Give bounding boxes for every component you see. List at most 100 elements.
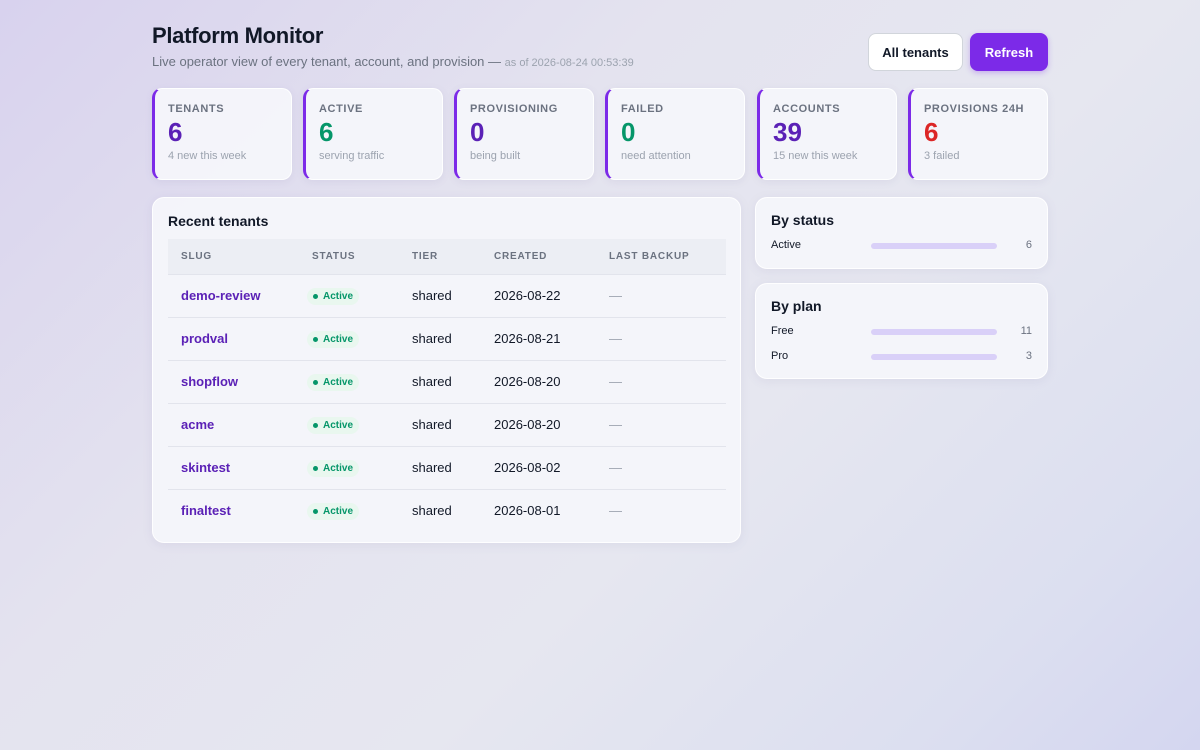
- row-count: 11: [1020, 325, 1032, 337]
- last-backup-cell: —: [596, 402, 726, 446]
- table-row[interactable]: demo-review Active shared 2026-08-22 —: [168, 273, 726, 317]
- tier-cell: shared: [399, 273, 481, 317]
- tier-cell: shared: [399, 488, 481, 532]
- status-breakdown-row: Active 6: [771, 233, 1032, 258]
- stat-value: 0: [621, 117, 636, 147]
- status-text: Active: [323, 462, 354, 474]
- stat-label: ACTIVE: [319, 103, 363, 115]
- row-count: 6: [1025, 239, 1032, 251]
- tenant-slug-link[interactable]: demo-review: [181, 288, 261, 303]
- all-tenants-button[interactable]: All tenants: [868, 33, 963, 71]
- table-row[interactable]: acme Active shared 2026-08-20 —: [168, 402, 726, 446]
- status-badge: Active: [307, 287, 360, 305]
- table-row[interactable]: shopflow Active shared 2026-08-20 —: [168, 359, 726, 403]
- stat-card-provisioning: PROVISIONING 0 being built: [454, 88, 594, 180]
- bar-track: [871, 243, 997, 249]
- column-header-created: CREATED: [494, 250, 548, 262]
- row-label: Pro: [771, 350, 789, 362]
- tenant-slug-link[interactable]: shopflow: [181, 374, 239, 389]
- bar-fill: [871, 243, 997, 249]
- panel-title: By plan: [771, 298, 822, 314]
- stat-label: FAILED: [621, 103, 664, 115]
- tier-cell: shared: [399, 316, 481, 360]
- tenant-slug-link[interactable]: acme: [181, 417, 215, 432]
- table-row[interactable]: skintest Active shared 2026-08-02 —: [168, 445, 726, 489]
- status-badge: Active: [307, 416, 360, 434]
- stat-cards: TENANTS 6 4 new this week ACTIVE 6 servi…: [152, 88, 1048, 180]
- bar-track: [871, 329, 997, 335]
- subtitle-text: Live operator view of every tenant, acco…: [152, 54, 502, 69]
- plan-breakdown-row: Free 11: [771, 319, 1032, 344]
- last-backup-cell: —: [596, 445, 726, 489]
- last-backup-cell: —: [596, 273, 726, 317]
- row-label: Active: [771, 239, 801, 251]
- status-badge: Active: [307, 330, 360, 348]
- page-subtitle: Live operator view of every tenant, acco…: [152, 54, 634, 69]
- stat-value: 39: [773, 117, 802, 147]
- stat-label: PROVISIONS 24H: [924, 103, 1025, 115]
- status-dot-icon: [313, 422, 318, 428]
- column-header-status: STATUS: [312, 250, 356, 262]
- status-text: Active: [323, 419, 354, 431]
- stat-value: 0: [470, 117, 485, 147]
- page-header: Platform Monitor Live operator view of e…: [152, 22, 1048, 82]
- row-label: Free: [771, 325, 794, 337]
- refresh-button[interactable]: Refresh: [970, 33, 1048, 71]
- column-header-slug: SLUG: [181, 250, 212, 262]
- bar-fill: [871, 329, 997, 335]
- stat-sub: serving traffic: [319, 150, 385, 162]
- by-status-panel: By status Active 6: [755, 197, 1048, 269]
- tier-cell: shared: [399, 402, 481, 446]
- last-backup-cell: —: [596, 359, 726, 403]
- column-header-last-backup: LAST BACKUP: [609, 250, 690, 262]
- plan-breakdown-row: Pro 3: [771, 344, 1032, 369]
- stat-label: TENANTS: [168, 103, 225, 115]
- tier-cell: shared: [399, 359, 481, 403]
- status-text: Active: [323, 376, 354, 388]
- table-row[interactable]: prodval Active shared 2026-08-21 —: [168, 316, 726, 360]
- created-cell: 2026-08-01: [481, 488, 596, 532]
- created-cell: 2026-08-20: [481, 359, 596, 403]
- status-text: Active: [323, 290, 354, 302]
- panel-title: By status: [771, 212, 835, 228]
- stat-sub: 4 new this week: [168, 150, 247, 162]
- stat-label: PROVISIONING: [470, 103, 558, 115]
- tenant-slug-link[interactable]: finaltest: [181, 503, 231, 519]
- created-cell: 2026-08-02: [481, 445, 596, 489]
- status-dot-icon: [313, 465, 318, 471]
- status-dot-icon: [313, 293, 318, 299]
- stat-sub: 3 failed: [924, 150, 960, 162]
- tenants-table: SLUG STATUS TIER CREATED LAST BACKUP dem…: [168, 239, 726, 532]
- by-plan-panel: By plan Free 11 Pro 3: [755, 283, 1048, 379]
- page-title: Platform Monitor: [152, 23, 324, 48]
- last-backup-cell: —: [596, 488, 726, 532]
- status-dot-icon: [313, 379, 318, 385]
- stat-card-active: ACTIVE 6 serving traffic: [303, 88, 443, 180]
- status-badge: Active: [307, 459, 360, 477]
- table-header-row: SLUG STATUS TIER CREATED LAST BACKUP: [168, 239, 726, 274]
- stat-card-tenants: TENANTS 6 4 new this week: [152, 88, 292, 180]
- stat-sub: need attention: [621, 150, 691, 162]
- stat-card-failed: FAILED 0 need attention: [605, 88, 745, 180]
- header-actions: All tenants Refresh: [868, 33, 1048, 71]
- table-row[interactable]: finaltest Active shared 2026-08-01 —: [168, 488, 726, 532]
- status-dot-icon: [313, 508, 318, 514]
- bar-track: [871, 354, 997, 360]
- created-cell: 2026-08-20: [481, 402, 596, 446]
- stat-card-accounts: ACCOUNTS 39 15 new this week: [757, 88, 897, 180]
- last-backup-cell: —: [596, 316, 726, 360]
- tenant-slug-link[interactable]: prodval: [181, 331, 228, 346]
- status-dot-icon: [313, 336, 318, 342]
- tenant-slug-link[interactable]: skintest: [181, 460, 231, 475]
- status-badge: Active: [307, 502, 360, 520]
- created-cell: 2026-08-22: [481, 273, 596, 317]
- tier-cell: shared: [399, 445, 481, 489]
- stat-card-provisions-24h: PROVISIONS 24H 6 3 failed: [908, 88, 1048, 180]
- as-of-timestamp: as of 2026-08-24 00:53:39: [504, 57, 634, 69]
- stat-sub: being built: [470, 150, 521, 162]
- stat-sub: 15 new this week: [773, 150, 858, 162]
- bar-fill: [871, 354, 997, 360]
- status-text: Active: [323, 505, 354, 517]
- stat-value: 6: [319, 117, 334, 147]
- stat-value: 6: [924, 117, 939, 147]
